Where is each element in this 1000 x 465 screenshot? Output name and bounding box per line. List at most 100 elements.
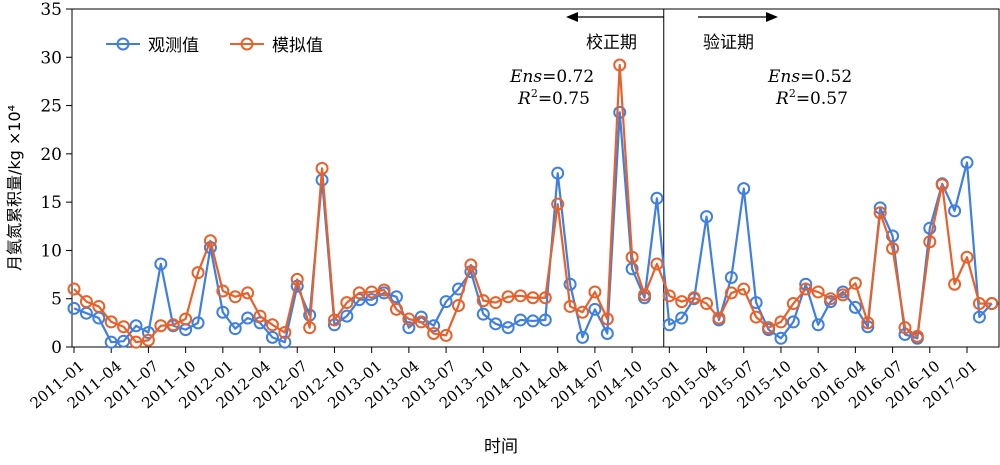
series-1-point-9 [179, 312, 193, 326]
series-0-point-72 [960, 156, 974, 170]
series-1-point-63 [848, 276, 862, 290]
validation-ens-value: =0.52 [800, 67, 852, 87]
series-0-point-3 [104, 335, 118, 349]
series-0-point-34 [489, 317, 503, 331]
series-1-point-59 [799, 282, 813, 296]
series-0-point-51 [700, 210, 714, 224]
series-1-point-42 [588, 285, 602, 299]
series-0-point-10 [191, 316, 205, 330]
series-1-point-12 [216, 284, 230, 298]
series-1-point-56 [762, 321, 776, 335]
series-1-point-70 [935, 178, 949, 192]
series-1-point-52 [712, 311, 726, 325]
y-tick-label-5: 25 [40, 97, 62, 117]
series-1-point-10 [191, 266, 205, 280]
series-1-point-54 [737, 282, 751, 296]
series-0-point-58 [786, 315, 800, 329]
series-1-point-55 [749, 310, 763, 324]
validation-arrow-head [766, 12, 778, 22]
series-1-point-19 [303, 321, 317, 335]
series-0-point-30 [439, 295, 453, 309]
y-axis: 0 5 10 15 20 25 30 35 [40, 0, 72, 358]
series-1-point-30 [439, 328, 453, 342]
series-0-point-17 [278, 335, 292, 349]
series-1-point-66 [886, 241, 900, 255]
validation-r2-label: R [775, 89, 789, 109]
series-1-point-26 [389, 302, 403, 316]
validation-label: 验证期 [703, 33, 754, 53]
legend-simulated-label: 模拟值 [272, 36, 323, 56]
series-1-point-53 [724, 286, 738, 300]
series-1-point-14 [241, 286, 255, 300]
series-1-point-23 [352, 286, 366, 300]
series-0-point-69 [923, 221, 937, 235]
series-0-point-57 [774, 331, 788, 345]
calibration-ens-label: Ens [509, 67, 542, 87]
series-1-point-21 [327, 313, 341, 327]
series-0-point-14 [241, 311, 255, 325]
series-1-point-65 [873, 206, 887, 220]
series-0 [67, 105, 999, 349]
legend-entry-simulated: 模拟值 [230, 36, 323, 56]
series-0-point-22 [340, 309, 354, 323]
series-1-point-31 [451, 298, 465, 312]
series-1-point-50 [687, 291, 701, 305]
series-0-point-5 [129, 319, 143, 333]
series-0-point-26 [389, 290, 403, 304]
series-1-point-1 [79, 295, 93, 309]
series-1-point-41 [576, 305, 590, 319]
series-1-point-25 [377, 283, 391, 297]
series-0-point-27 [402, 321, 416, 335]
validation-ens-label: Ens [767, 67, 800, 87]
series-1-point-61 [824, 292, 838, 306]
series-0-point-53 [724, 270, 738, 284]
series-0-point-49 [675, 311, 689, 325]
series-0-point-73 [972, 310, 986, 324]
series-0-line [73, 111, 993, 344]
series-1-point-13 [228, 290, 242, 304]
series-0-point-35 [501, 321, 515, 335]
series-0-point-48 [662, 318, 676, 332]
series-0-point-0 [67, 301, 81, 315]
series-0-point-44 [613, 105, 627, 119]
series-0-point-71 [948, 204, 962, 218]
legend: 观测值 模拟值 [106, 36, 323, 56]
series-1-point-38 [538, 291, 552, 305]
series-1-point-0 [67, 282, 81, 296]
series-0-point-37 [526, 314, 540, 328]
series-1-point-71 [948, 277, 962, 291]
series-0-point-4 [117, 334, 131, 348]
series-layer [67, 58, 999, 349]
series-0-point-42 [588, 302, 602, 316]
series-1-point-74 [985, 297, 999, 311]
series-1 [67, 58, 999, 349]
series-1-point-57 [774, 315, 788, 329]
series-1-line [73, 63, 992, 344]
series-0-point-33 [476, 307, 490, 321]
series-1-point-62 [836, 288, 850, 302]
x-axis-title: 时间 [484, 437, 518, 457]
y-tick-label-7: 35 [40, 0, 62, 20]
calibration-r2-label: R [517, 89, 531, 109]
series-0-point-7 [154, 257, 168, 271]
series-1-point-11 [203, 234, 217, 248]
series-0-point-40 [563, 277, 577, 291]
series-1-point-51 [700, 297, 714, 311]
y-tick-label-6: 30 [40, 48, 62, 68]
calibration-r2: R2=0.75 [517, 87, 590, 109]
series-0-point-43 [600, 326, 614, 340]
series-1-point-36 [513, 289, 527, 303]
series-1-point-48 [662, 289, 676, 303]
y-tick-label-3: 15 [40, 193, 62, 213]
legend-observed-marker [116, 37, 130, 51]
series-0-point-47 [650, 191, 664, 205]
y-tick-label-0: 0 [51, 338, 62, 358]
series-1-point-46 [638, 288, 652, 302]
series-1-point-45 [625, 250, 639, 264]
series-1-point-15 [253, 309, 267, 323]
axes [71, 8, 1000, 348]
series-1-point-34 [489, 296, 503, 310]
series-1-point-49 [675, 295, 689, 309]
